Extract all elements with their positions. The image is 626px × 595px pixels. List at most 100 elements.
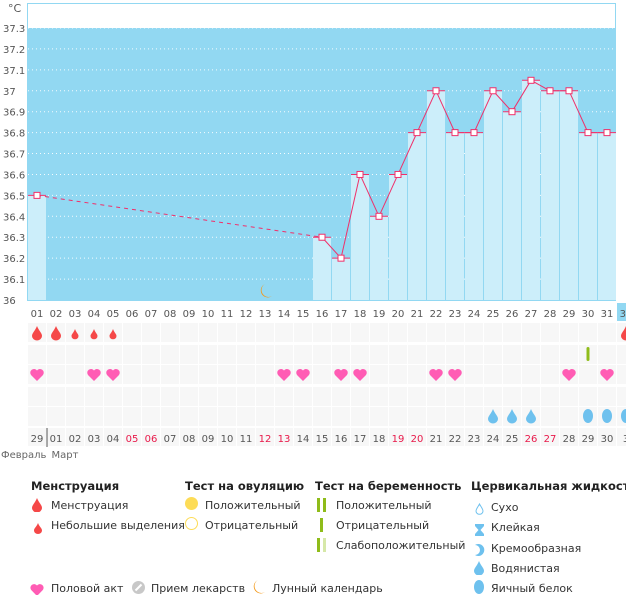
row-cell [313,323,331,342]
row-cell [47,365,65,384]
row-cell [161,365,179,384]
row-cell [142,407,160,426]
row-cell [370,345,388,364]
legend-pregnancy-faint: Слабоположительный [336,539,466,552]
legend-ovulation-title: Тест на овуляцию [185,479,305,493]
row-cell [446,345,464,364]
cycle-day-label: 16 [316,309,329,320]
menstruation-drop [51,326,61,341]
row-cell [427,323,445,342]
legend-pregnancy-positive: Положительный [336,499,432,512]
temperature-bar [408,132,426,300]
row-cell [465,407,483,426]
date-cell [408,428,426,446]
row-cell [47,407,65,426]
legend-intercourse: Половой акт [51,582,124,595]
row-cell [123,365,141,384]
calendar-date-label: 15 [316,434,329,445]
cycle-day-label: 22 [430,309,443,320]
cycle-day-label: 21 [411,309,424,320]
month-label: Март [52,450,79,461]
egg-white-fluid [621,409,626,423]
temperature-line [511,80,532,112]
temperature-bar [560,90,578,301]
row-cell [579,365,597,384]
date-cell [484,428,502,446]
y-tick-label: 36.2 [3,254,25,265]
row-cell [199,365,217,384]
row-cell [579,387,597,406]
row-cell [351,323,369,342]
calendar-date-label: 14 [297,434,310,445]
cycle-day-label: 30 [582,309,595,320]
cycle-day-label: 17 [335,309,348,320]
intercourse-heart [296,369,310,381]
row-cell [294,345,312,364]
row-cell [313,387,331,406]
cycle-day-label: 08 [164,309,177,320]
egg-white-icon [474,580,484,594]
temperature-bar [427,90,445,301]
row-cell [446,407,464,426]
row-cell [180,407,198,426]
row-cell [85,387,103,406]
row-cell [66,365,84,384]
negative-circle-icon [185,517,198,530]
row-cell [123,387,141,406]
legend-fluid-eggwhite: Яичный белок [491,582,573,595]
row-cell [142,323,160,342]
row-cell [199,345,217,364]
temperature-line [568,90,589,133]
date-cell [598,428,616,446]
row-cell [218,365,236,384]
row-cell [237,345,255,364]
row-cell [332,345,350,364]
legend-ovulation-positive: Положительный [205,499,301,512]
row-cell [503,345,521,364]
row-cell [180,365,198,384]
row-cell [66,345,84,364]
row-cell [408,365,426,384]
temperature-point [546,87,554,95]
row-cell [256,407,274,426]
temperature-line [473,90,494,133]
calendar-date-label: 30 [601,434,614,445]
legend-fluid-creamy: Кремообразная [491,542,582,555]
calendar-date-label: 17 [354,434,367,445]
row-cell [560,387,578,406]
temperature-bar [484,90,502,301]
row-cell [503,387,521,406]
calendar-date-label: 10 [221,434,234,445]
row-cell [541,387,559,406]
temperature-line [435,90,456,133]
date-cell [617,428,626,446]
calendar-date-label: 21 [430,434,443,445]
creamy-icon [474,541,485,560]
row-cell [161,323,179,342]
row-cell [256,323,274,342]
temperature-point [489,87,497,95]
legend-menstruation: Менструация [51,499,129,512]
row-cell [541,345,559,364]
temperature-point [413,129,421,137]
row-cell [370,323,388,342]
legend-fluid-dry: Сухо [491,501,519,514]
cycle-day-label: 15 [297,309,310,320]
today-marker [617,303,626,321]
legend-ovulation-negative: Отрицательный [205,519,299,532]
temperature-line [36,194,323,238]
row-cell [180,345,198,364]
date-cell [123,428,141,446]
row-cell [446,323,464,342]
date-cell [199,428,217,446]
date-cell [47,428,65,446]
menstruation-drop [621,326,626,341]
legend-lunar-calendar: Лунный календарь [272,582,383,595]
row-cell [123,323,141,342]
row-cell [522,365,540,384]
row-cell [484,387,502,406]
row-cell [218,323,236,342]
date-cell [180,428,198,446]
row-cell [332,407,350,426]
legend-menstruation-title: Менструация [31,479,120,493]
